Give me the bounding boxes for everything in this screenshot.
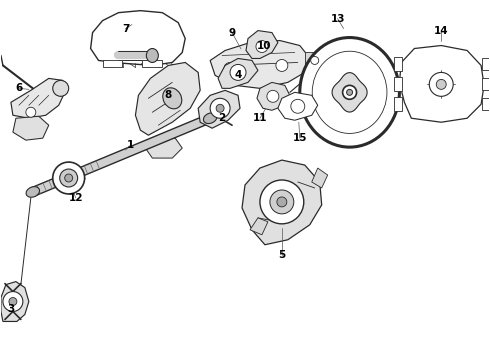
Text: 2: 2 [219,113,226,123]
Circle shape [270,190,294,214]
Text: 12: 12 [69,193,83,203]
Ellipse shape [300,37,399,147]
Text: 4: 4 [234,71,242,80]
Circle shape [256,41,268,53]
Polygon shape [246,31,278,58]
Polygon shape [31,114,212,196]
Polygon shape [143,60,162,67]
Polygon shape [1,282,29,321]
Circle shape [291,99,305,113]
Circle shape [311,57,319,64]
Circle shape [224,62,236,75]
Ellipse shape [26,186,40,197]
Ellipse shape [312,51,387,134]
Polygon shape [278,92,318,120]
Text: 1: 1 [127,140,134,150]
Polygon shape [218,58,258,88]
Circle shape [436,80,446,89]
Polygon shape [312,168,328,188]
Ellipse shape [163,88,182,109]
Circle shape [216,104,224,112]
Polygon shape [242,160,322,245]
Circle shape [53,80,69,96]
Text: 7: 7 [122,24,129,33]
Ellipse shape [203,113,217,123]
Polygon shape [332,73,367,112]
Polygon shape [394,58,402,71]
Text: 5: 5 [278,250,286,260]
Ellipse shape [147,49,158,62]
Polygon shape [482,58,489,71]
Text: 6: 6 [15,84,23,93]
Polygon shape [13,116,49,140]
Circle shape [26,107,36,117]
Polygon shape [482,78,489,90]
Polygon shape [91,11,185,66]
Polygon shape [210,41,308,88]
Polygon shape [399,45,484,122]
Circle shape [277,197,287,207]
Circle shape [9,298,17,306]
Text: 8: 8 [165,90,172,100]
Polygon shape [250,218,268,235]
Polygon shape [11,78,66,118]
Polygon shape [394,97,402,111]
Text: 3: 3 [7,305,15,315]
Circle shape [343,85,357,99]
Circle shape [65,174,73,182]
Circle shape [276,59,288,71]
Circle shape [267,90,279,102]
Polygon shape [394,77,402,91]
Text: 9: 9 [228,28,236,37]
Polygon shape [198,90,240,128]
Text: 15: 15 [293,133,307,143]
Circle shape [230,64,246,80]
Circle shape [260,180,304,224]
Circle shape [346,89,353,95]
Polygon shape [482,98,489,110]
Circle shape [429,72,453,96]
Text: 10: 10 [257,41,271,50]
Polygon shape [146,138,182,158]
Polygon shape [305,53,318,78]
Circle shape [3,292,23,311]
Circle shape [210,98,230,118]
Polygon shape [257,82,290,110]
Text: 14: 14 [434,26,448,36]
Text: 11: 11 [253,113,267,123]
Circle shape [53,162,85,194]
Text: 13: 13 [330,14,345,24]
Circle shape [60,169,77,187]
Polygon shape [102,60,122,67]
Polygon shape [135,62,200,135]
